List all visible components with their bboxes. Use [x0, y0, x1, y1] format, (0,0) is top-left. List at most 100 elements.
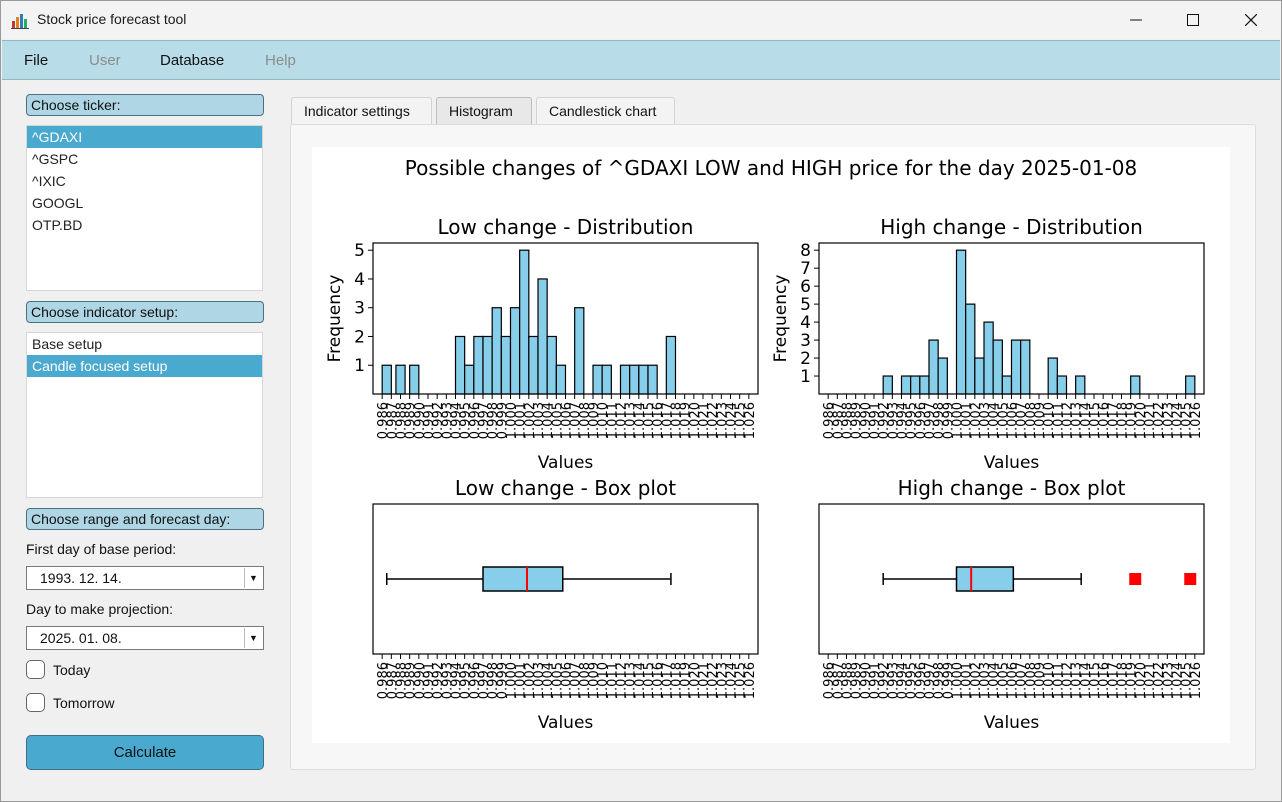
histogram-bar — [638, 364, 649, 395]
x-tick-label: 0.990 — [413, 662, 428, 699]
y-tick-label: 1 — [800, 367, 811, 387]
projection-day-date-field[interactable]: 2025. 01. 08. ▼ — [26, 626, 264, 650]
setup-item-candle[interactable]: Candle focused setup — [27, 355, 262, 377]
x-tick-label: 1.004 — [541, 402, 556, 439]
title-bar[interactable]: Stock price forecast tool — [1, 1, 1281, 39]
indicator-setup-list[interactable]: Base setup Candle focused setup — [26, 332, 263, 498]
ticker-item-gdaxi[interactable]: ^GDAXI — [27, 126, 262, 148]
ticker-item-otp[interactable]: OTP.BD — [32, 217, 83, 233]
x-tick-label: 1.013 — [624, 402, 639, 439]
tab-indicator-settings[interactable]: Indicator settings — [291, 97, 432, 124]
histogram-bar — [1020, 339, 1031, 395]
first-day-date-field[interactable]: 1993. 12. 14. ▼ — [26, 566, 264, 590]
subplot-title: High change - Distribution — [880, 215, 1143, 239]
x-tick-label: 1.026 — [1189, 662, 1204, 699]
box-outlier — [1184, 573, 1197, 585]
tomorrow-checkbox-row[interactable]: Tomorrow — [26, 693, 114, 712]
tomorrow-checkbox[interactable] — [26, 693, 45, 712]
menu-help: Help — [265, 52, 296, 69]
y-tick-label: 8 — [800, 241, 811, 261]
close-button[interactable] — [1222, 1, 1280, 39]
histogram-bar — [395, 364, 406, 395]
x-tick-label: 0.986 — [376, 402, 391, 439]
y-tick-label: 3 — [800, 331, 811, 351]
x-tick-label: 0.992 — [877, 402, 892, 439]
tab-histogram[interactable]: Histogram — [436, 97, 532, 124]
x-tick-label: 0.991 — [422, 662, 437, 699]
ticker-list[interactable]: ^GDAXI ^GSPC ^IXIC GOOGL OTP.BD — [26, 125, 263, 291]
x-tick-label: 1.007 — [569, 402, 584, 439]
histogram-bar — [983, 321, 994, 395]
x-tick-label: 0.991 — [422, 402, 437, 439]
x-tick-label: 1.005 — [996, 662, 1011, 699]
y-tick-label: 2 — [354, 327, 365, 347]
histogram-bar — [629, 364, 640, 395]
x-tick-label: 1.005 — [996, 402, 1011, 439]
today-checkbox-row[interactable]: Today — [26, 660, 90, 679]
histogram-bar — [546, 335, 557, 395]
x-tick-label: 1.024 — [1171, 662, 1186, 699]
x-tick-label: 1.006 — [1006, 402, 1021, 439]
today-checkbox[interactable] — [26, 660, 45, 679]
histogram-bar — [464, 364, 475, 395]
ticker-item-ixic[interactable]: ^IXIC — [32, 173, 66, 189]
subplot-title: Low change - Box plot — [455, 476, 676, 500]
x-tick-label: 1.008 — [1024, 402, 1039, 439]
ticker-item-gspc[interactable]: ^GSPC — [32, 151, 79, 167]
calculate-button[interactable]: Calculate — [26, 735, 264, 770]
projection-day-value: 2025. 01. 08. — [40, 630, 122, 646]
x-tick-label: 0.989 — [850, 402, 865, 439]
x-tick-label: 1.006 — [560, 662, 575, 699]
x-tick-label: 0.989 — [404, 662, 419, 699]
x-tick-label: 0.994 — [450, 402, 465, 439]
histogram-bar — [1075, 375, 1086, 395]
x-tick-label: 1.010 — [596, 402, 611, 439]
x-tick-label: 1.012 — [615, 402, 630, 439]
y-tick-label: 6 — [800, 277, 811, 297]
maximize-button[interactable] — [1164, 1, 1222, 39]
x-axis-label: Values — [984, 713, 1040, 733]
x-tick-label: 0.998 — [932, 402, 947, 439]
x-tick-label: 0.999 — [495, 662, 510, 699]
first-day-dropdown-button[interactable]: ▼ — [244, 568, 262, 588]
x-tick-label: 1.025 — [734, 662, 749, 699]
x-tick-label: 1.013 — [624, 662, 639, 699]
histogram-bar — [482, 335, 493, 395]
histogram-bar — [974, 357, 985, 395]
histogram-bar — [601, 364, 612, 395]
x-tick-label: 1.014 — [1079, 662, 1094, 699]
x-tick-label: 0.990 — [413, 402, 428, 439]
x-tick-label: 0.991 — [868, 402, 883, 439]
x-tick-label: 1.009 — [587, 662, 602, 699]
projection-day-dropdown-button[interactable]: ▼ — [244, 628, 262, 648]
x-tick-label: 1.016 — [651, 662, 666, 699]
today-label: Today — [53, 661, 91, 678]
histogram-bar — [965, 303, 976, 395]
x-tick-label: 0.988 — [395, 662, 410, 699]
y-tick-label: 2 — [800, 349, 811, 369]
indicator-section-label: Choose indicator setup: — [26, 301, 264, 323]
subplot-title: High change - Box plot — [898, 476, 1126, 500]
x-tick-label: 1.017 — [660, 402, 675, 439]
x-tick-label: 1.014 — [633, 662, 648, 699]
menu-file[interactable]: File — [24, 52, 49, 69]
x-tick-label: 1.017 — [1106, 402, 1121, 439]
x-tick-label: 1.018 — [1116, 402, 1131, 439]
histogram-bar — [1056, 375, 1068, 395]
menu-database[interactable]: Database — [160, 52, 225, 69]
x-tick-label: 0.987 — [831, 402, 846, 439]
x-tick-label: 1.023 — [715, 402, 730, 439]
ticker-item-googl[interactable]: GOOGL — [32, 195, 84, 211]
histogram-bar — [910, 375, 921, 395]
setup-item-base[interactable]: Base setup — [32, 336, 103, 352]
x-tick-label: 1.007 — [1015, 402, 1030, 439]
x-tick-label: 0.993 — [886, 402, 901, 439]
x-axis-label: Values — [984, 453, 1040, 473]
x-tick-label: 0.998 — [486, 402, 501, 439]
x-tick-label: 0.995 — [905, 402, 920, 439]
x-tick-label: 1.012 — [1061, 662, 1076, 699]
minimize-button[interactable] — [1107, 1, 1165, 39]
tab-candlestick-chart[interactable]: Candlestick chart — [536, 97, 675, 124]
x-tick-label: 1.020 — [1134, 662, 1149, 699]
